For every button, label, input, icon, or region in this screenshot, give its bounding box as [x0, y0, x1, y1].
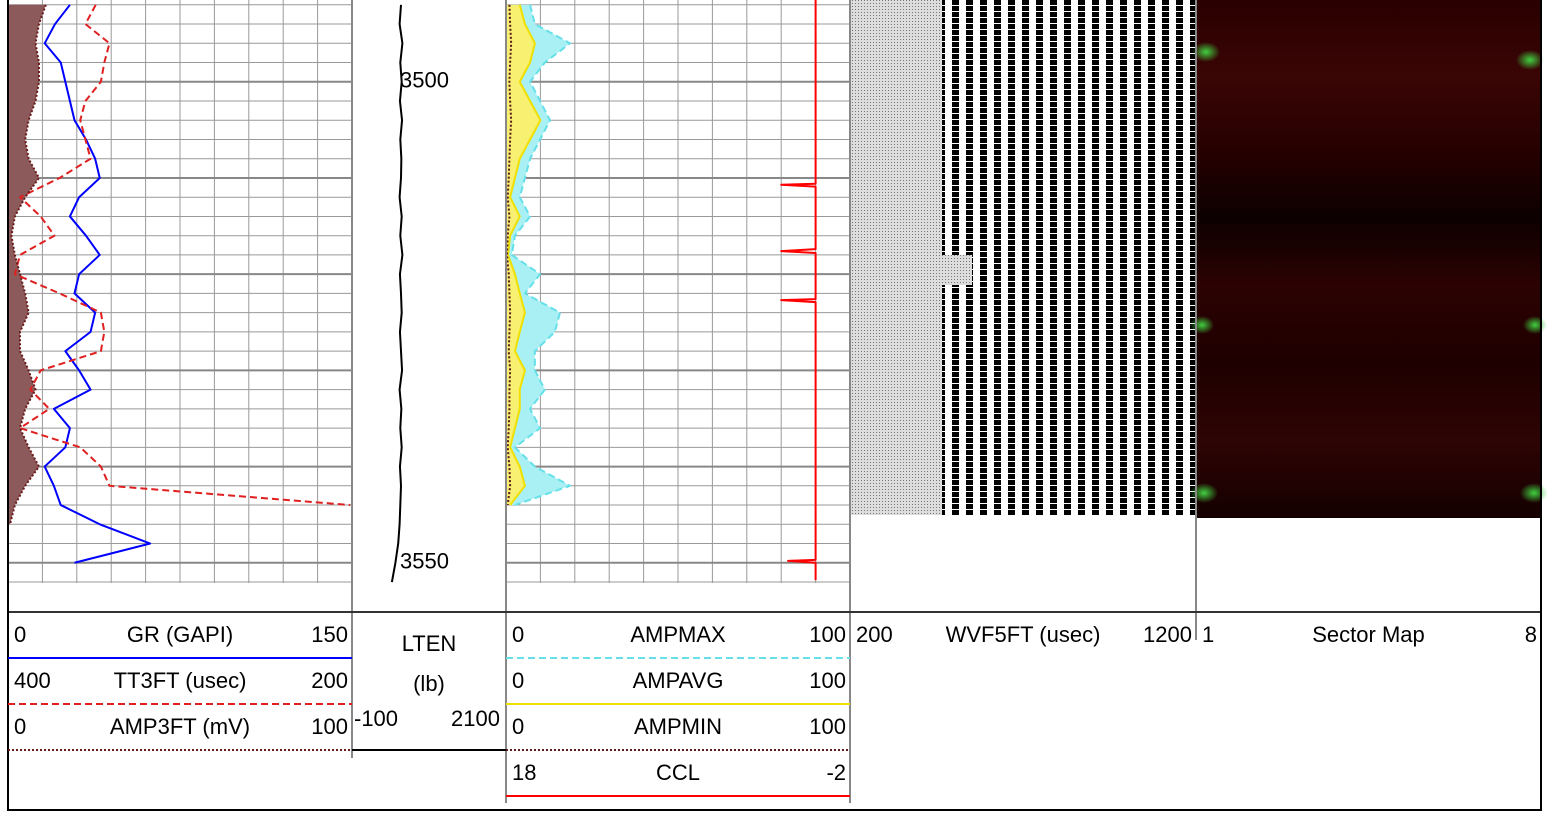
curve-name: AMP3FT (mV): [110, 714, 250, 739]
curve: [43, 4, 152, 564]
curve-name: Sector Map: [1312, 622, 1425, 647]
curve-name: AMPMIN: [634, 714, 722, 739]
scale-right: 100: [809, 714, 846, 739]
scale-right: 2100: [451, 706, 500, 731]
curve-name: GR (GAPI): [127, 622, 233, 647]
scale-left: 400: [14, 668, 51, 693]
scale-left: 200: [856, 622, 893, 647]
frame: [7, 0, 1542, 811]
scale-right: 100: [311, 714, 348, 739]
curve: [9, 4, 47, 525]
curve: [506, 4, 513, 506]
depth-label: 3500: [400, 68, 449, 93]
scale-left: 0: [512, 622, 524, 647]
curve: [507, 4, 542, 506]
scale-right: 1200: [1143, 622, 1192, 647]
curves: [8, 0, 817, 583]
scale-right: 150: [311, 622, 348, 647]
scale-right: -2: [826, 760, 846, 785]
curve: [510, 4, 571, 506]
curve-name: CCL: [656, 760, 700, 785]
sector-map-image: [1190, 0, 1548, 518]
scale-right: 8: [1525, 622, 1537, 647]
header: 0 GR (GAPI) 150 400 TT3FT (usec) 200 0 AMP3FT (…: [8, 622, 1537, 797]
curve: [390, 4, 404, 583]
curve-fill: [8, 4, 46, 525]
curve: [780, 0, 817, 581]
curve-name: WVF5FT (usec): [946, 622, 1101, 647]
scale-right: 100: [809, 622, 846, 647]
curve-name: TT3FT (usec): [114, 668, 247, 693]
scale-left: 18: [512, 760, 536, 785]
scale-left: -100: [354, 706, 398, 731]
waveform-image: [850, 0, 1196, 515]
scale-left: 0: [512, 714, 524, 739]
scale-right: 100: [809, 668, 846, 693]
scale-right: 200: [311, 668, 348, 693]
curve: [13, 4, 351, 507]
curve-name: AMPAVG: [633, 668, 724, 693]
curve-name: AMPMAX: [630, 622, 726, 647]
curve-name: LTEN: [402, 631, 457, 656]
scale-left: 0: [512, 668, 524, 693]
scale-left: 0: [14, 714, 26, 739]
curve-fill: [506, 4, 541, 506]
grid: [8, 0, 850, 583]
scale-left: 0: [14, 622, 26, 647]
scale-left: 1: [1202, 622, 1214, 647]
depth-label: 3550: [400, 549, 449, 574]
curve-unit: (lb): [413, 671, 445, 696]
